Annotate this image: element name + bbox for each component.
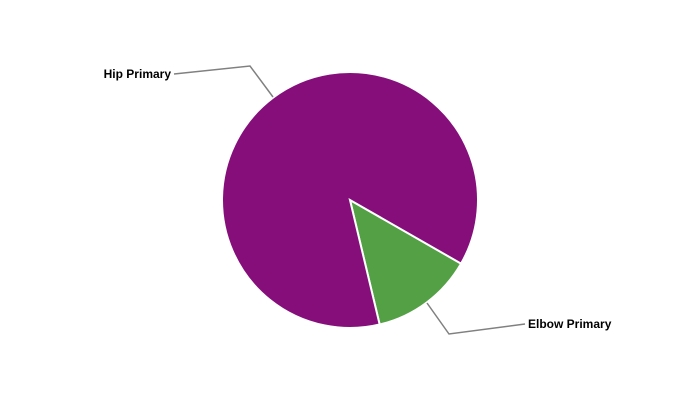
- slice-label: Hip Primary: [104, 67, 172, 81]
- slice-label: Elbow Primary: [528, 317, 612, 331]
- pie-slice-elbow-primary: [348, 197, 463, 326]
- leader-line: [173, 65, 274, 98]
- leader-line: [426, 302, 526, 335]
- pie-slice-hip-primary: [221, 71, 479, 329]
